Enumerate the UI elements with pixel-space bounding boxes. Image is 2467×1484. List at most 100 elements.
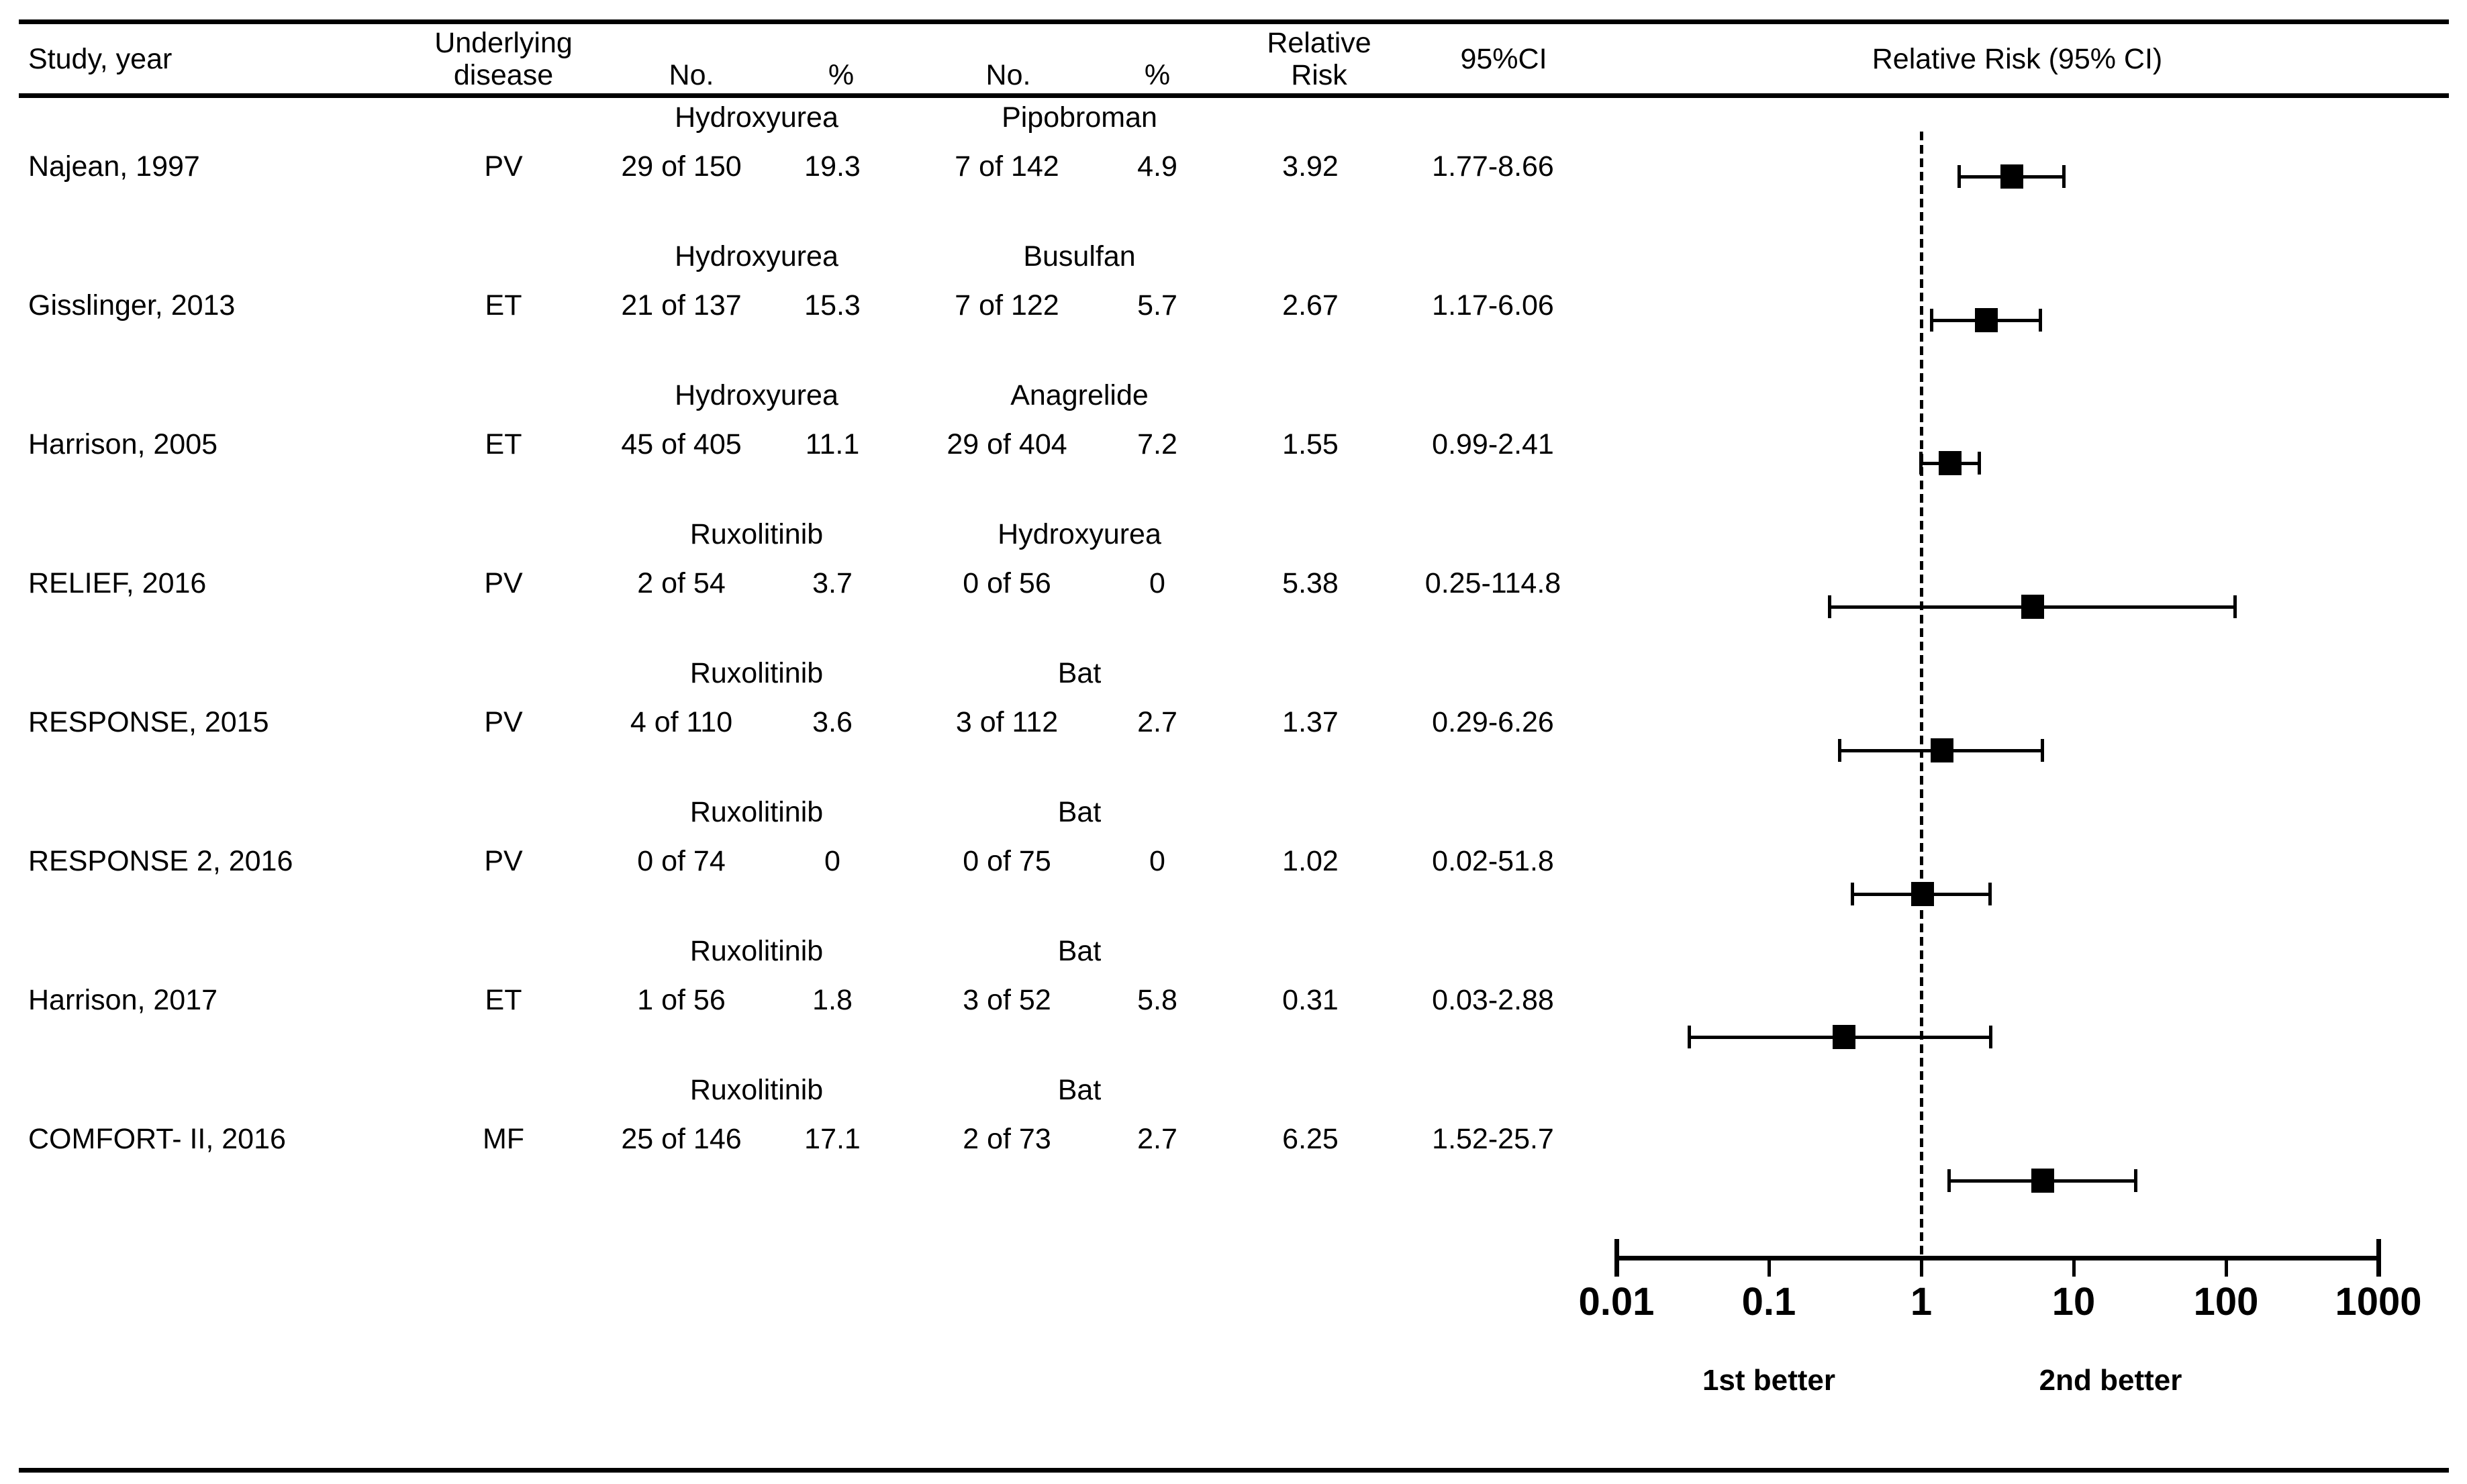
- axis-end-cap: [1614, 1239, 1619, 1277]
- rr-marker: [1833, 1025, 1855, 1049]
- pct-2: 2.7: [1137, 706, 1177, 738]
- rr-marker: [1975, 308, 1998, 332]
- events-2: 29 of 404: [947, 428, 1067, 460]
- events-2: 3 of 52: [963, 984, 1051, 1016]
- ci-cap-right: [2233, 595, 2237, 618]
- ci-cap-left: [1828, 595, 1831, 618]
- treatment-2-label: Anagrelide: [1010, 379, 1149, 411]
- events-1: 25 of 146: [621, 1123, 742, 1155]
- ci-cap-left: [1930, 309, 1933, 332]
- axis-tick-label: 0.1: [1741, 1280, 1796, 1324]
- treatment-2-label: Pipobroman: [1002, 101, 1157, 134]
- header-pct-2: %: [1144, 59, 1171, 91]
- rr-value: 3.92: [1282, 150, 1339, 183]
- rr-marker: [1939, 451, 1962, 475]
- axis-tick-label: 1: [1910, 1280, 1933, 1324]
- events-1: 4 of 110: [630, 706, 733, 738]
- study-name: RELIEF, 2016: [28, 567, 207, 599]
- rr-value: 5.38: [1282, 567, 1339, 599]
- rr-value: 2.67: [1282, 289, 1339, 321]
- disease-label: ET: [485, 428, 522, 460]
- reference-line: [1920, 132, 1923, 1258]
- treatment-1-label: Hydroxyurea: [675, 240, 838, 273]
- pct-1: 3.6: [812, 706, 853, 738]
- rr-value: 6.25: [1282, 1123, 1339, 1155]
- axis-tick-label: 10: [2051, 1280, 2096, 1324]
- header-no-1: No.: [669, 59, 714, 91]
- x-axis-line: [1614, 1256, 2380, 1260]
- study-name: Gisslinger, 2013: [28, 289, 236, 321]
- events-1: 2 of 54: [637, 567, 726, 599]
- rr-value: 1.55: [1282, 428, 1339, 460]
- rr-marker: [2021, 595, 2044, 619]
- header-underlying-disease-line1: Underlying: [434, 27, 573, 59]
- disease-label: ET: [485, 984, 522, 1016]
- rr-marker: [1931, 738, 1953, 762]
- ci-cap-left: [1919, 452, 1923, 475]
- axis-tick-label: 1000: [2335, 1280, 2422, 1324]
- treatment-2-label: Bat: [1057, 935, 1102, 967]
- header-study-year: Study, year: [28, 43, 173, 75]
- events-1: 29 of 150: [621, 150, 742, 183]
- header-pct-1: %: [828, 59, 855, 91]
- axis-tick: [1920, 1258, 1923, 1277]
- treatment-2-label: Hydroxyurea: [998, 518, 1161, 550]
- ci-cap-right: [2062, 165, 2066, 188]
- study-name: RESPONSE, 2015: [28, 706, 269, 738]
- ci-cap-left: [1838, 739, 1841, 762]
- ci-cap-left: [1688, 1026, 1691, 1048]
- header-no-2: No.: [985, 59, 1031, 91]
- top-rule: [19, 19, 2449, 24]
- treatment-2-label: Bat: [1057, 657, 1102, 689]
- ci-value: 0.03-2.88: [1432, 984, 1554, 1016]
- bottom-rule: [19, 1468, 2449, 1473]
- rr-value: 0.31: [1282, 984, 1339, 1016]
- ci-cap-right: [2039, 309, 2042, 332]
- axis-end-cap: [2376, 1239, 2381, 1277]
- pct-2: 2.7: [1137, 1123, 1177, 1155]
- disease-label: PV: [484, 845, 523, 877]
- study-name: Harrison, 2005: [28, 428, 218, 460]
- study-name: COMFORT- II, 2016: [28, 1123, 286, 1155]
- rr-marker: [2000, 164, 2023, 189]
- header-relative-risk-line1: Relative: [1267, 27, 1371, 59]
- pct-1: 11.1: [805, 428, 860, 460]
- pct-1: 3.7: [812, 567, 853, 599]
- events-2: 7 of 122: [955, 289, 1059, 321]
- ci-value: 1.52-25.7: [1432, 1123, 1554, 1155]
- disease-label: PV: [484, 706, 523, 738]
- axis-tick: [2072, 1258, 2076, 1277]
- pct-1: 17.1: [804, 1123, 861, 1155]
- ci-value: 0.29-6.26: [1432, 706, 1554, 738]
- treatment-1-label: Hydroxyurea: [675, 101, 838, 134]
- ci-value: 1.17-6.06: [1432, 289, 1554, 321]
- label-1st-better: 1st better: [1702, 1364, 1836, 1397]
- axis-tick-label: 100: [2193, 1280, 2259, 1324]
- header-95ci: 95%CI: [1460, 43, 1547, 75]
- header-relative-risk: Relative Risk: [1267, 27, 1371, 91]
- treatment-2-label: Bat: [1057, 796, 1102, 828]
- ci-cap-right: [1989, 1026, 1992, 1048]
- pct-2: 4.9: [1137, 150, 1177, 183]
- disease-label: MF: [482, 1123, 525, 1155]
- rr-marker: [2031, 1169, 2054, 1193]
- header-underlying-disease-line2: disease: [453, 59, 554, 91]
- ci-value: 1.77-8.66: [1432, 150, 1554, 183]
- treatment-1-label: Ruxolitinib: [689, 935, 824, 967]
- ci-value: 0.02-51.8: [1432, 845, 1554, 877]
- pct-1: 0: [824, 845, 840, 877]
- axis-tick: [2225, 1258, 2228, 1277]
- axis-tick-label: 0.01: [1578, 1280, 1655, 1324]
- study-name: Harrison, 2017: [28, 984, 218, 1016]
- events-2: 3 of 112: [955, 706, 1059, 738]
- ci-value: 0.99-2.41: [1432, 428, 1554, 460]
- treatment-1-label: Hydroxyurea: [675, 379, 838, 411]
- events-2: 7 of 142: [955, 150, 1059, 183]
- ci-cap-right: [1988, 883, 1992, 905]
- ci-cap-right: [2134, 1169, 2137, 1192]
- treatment-1-label: Ruxolitinib: [689, 657, 824, 689]
- events-1: 45 of 405: [621, 428, 742, 460]
- treatment-2-label: Busulfan: [1023, 240, 1136, 273]
- pct-1: 15.3: [804, 289, 861, 321]
